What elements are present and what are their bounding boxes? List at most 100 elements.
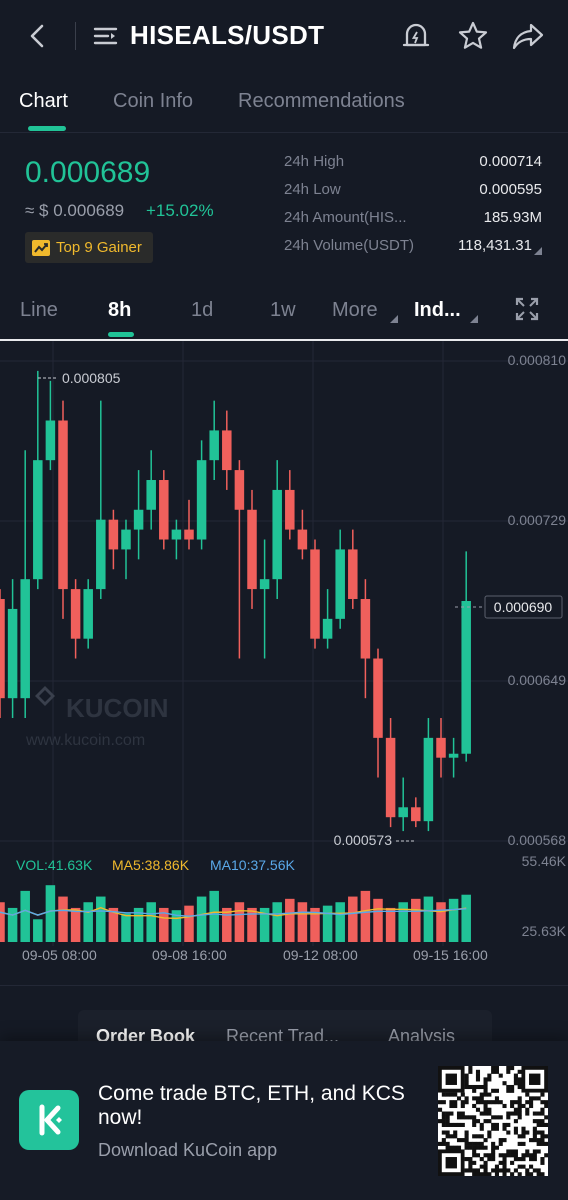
y-axis-labels: 0.000810 0.000729 0.000649 0.000568 55.4… xyxy=(508,352,567,939)
ma5-legend: MA5:38.86K xyxy=(112,857,190,873)
qr-module xyxy=(479,1126,484,1131)
qr-module xyxy=(449,1122,454,1127)
tab-coin-info[interactable]: Coin Info xyxy=(113,90,194,112)
qr-module xyxy=(510,1103,515,1109)
qr-module xyxy=(468,1115,473,1120)
back-arrow-icon[interactable] xyxy=(20,18,56,54)
candle-body xyxy=(448,753,459,758)
qr-module xyxy=(472,1160,477,1165)
qr-module xyxy=(510,1172,515,1177)
qr-module xyxy=(513,1130,518,1135)
indicators-dropdown-icon[interactable] xyxy=(470,310,478,328)
qr-module xyxy=(468,1141,473,1146)
qr-module xyxy=(544,1115,549,1120)
qr-module xyxy=(464,1138,469,1143)
banner-title: Come trade BTC, ETH, and KCS now! xyxy=(98,1082,405,1129)
candlestick-chart[interactable]: KUCOIN www.kucoin.com 0.000810 0.000729 … xyxy=(0,341,568,946)
qr-module xyxy=(517,1172,522,1177)
qr-module xyxy=(494,1088,499,1093)
qr-module xyxy=(536,1149,541,1154)
qr-module xyxy=(491,1122,496,1127)
qr-module xyxy=(540,1119,545,1124)
qr-module xyxy=(472,1084,477,1090)
qr-module xyxy=(479,1122,484,1127)
qr-module xyxy=(513,1153,518,1158)
x-axis-label: 09-05 08:00 xyxy=(22,947,97,963)
qr-module xyxy=(532,1149,537,1154)
menu-list-icon[interactable] xyxy=(88,18,124,54)
x-axis-label: 09-12 08:00 xyxy=(283,947,358,963)
indicators-tab[interactable]: Ind... xyxy=(414,299,461,321)
qr-module xyxy=(445,1141,450,1146)
qr-module xyxy=(475,1084,481,1090)
volume-legend: VOL:41.63K xyxy=(16,857,93,873)
stat-value-low: 0.000595 xyxy=(479,181,542,198)
qr-module xyxy=(494,1096,499,1101)
fullscreen-icon[interactable] xyxy=(515,297,539,326)
qr-module xyxy=(536,1119,541,1124)
more-dropdown-icon[interactable] xyxy=(390,310,398,328)
qr-module xyxy=(517,1115,522,1120)
qr-module xyxy=(510,1084,515,1090)
qr-module xyxy=(491,1141,496,1146)
stat-value-high: 0.000714 xyxy=(479,153,542,170)
qr-module xyxy=(456,1122,462,1127)
qr-module xyxy=(491,1115,496,1120)
candle-body xyxy=(411,807,421,822)
qr-module xyxy=(532,1168,537,1173)
qr-module xyxy=(460,1092,465,1097)
volume-bar xyxy=(83,902,93,942)
qr-module xyxy=(513,1157,518,1162)
qr-module xyxy=(449,1100,454,1105)
qr-module xyxy=(510,1100,515,1105)
interval-1d[interactable]: 1d xyxy=(191,299,214,321)
candle-body xyxy=(310,549,320,639)
qr-module xyxy=(525,1130,530,1135)
page-title[interactable]: HISEALS/USDT xyxy=(130,20,325,50)
qr-module xyxy=(472,1103,477,1109)
qr-module xyxy=(445,1111,450,1116)
tab-recommendations[interactable]: Recommendations xyxy=(238,90,405,112)
volume-axis-max: 55.46K xyxy=(522,853,567,869)
volume-bar xyxy=(7,907,18,942)
share-icon[interactable] xyxy=(510,18,546,54)
qr-module xyxy=(472,1141,477,1146)
qr-module xyxy=(491,1149,496,1154)
tab-chart[interactable]: Chart xyxy=(19,90,68,112)
candle-body xyxy=(184,529,194,540)
qr-module xyxy=(513,1100,518,1105)
active-interval-indicator xyxy=(108,332,134,337)
dropdown-triangle-icon[interactable] xyxy=(534,242,542,260)
qr-module xyxy=(475,1119,481,1124)
qr-module xyxy=(506,1153,511,1158)
volume-bar xyxy=(297,902,308,942)
interval-8h[interactable]: 8h xyxy=(108,299,132,321)
qr-module xyxy=(517,1096,522,1101)
qr-module xyxy=(487,1153,492,1158)
qr-module xyxy=(483,1168,488,1173)
volume-bar xyxy=(108,907,119,942)
stat-label-volume: 24h Volume(USDT) xyxy=(284,237,415,254)
qr-module xyxy=(479,1157,484,1162)
top-gainer-badge[interactable]: Top 9 Gainer xyxy=(25,232,153,263)
qr-module xyxy=(536,1141,541,1146)
price-alert-icon[interactable] xyxy=(398,18,434,54)
interval-line[interactable]: Line xyxy=(20,299,58,321)
qr-module xyxy=(479,1141,484,1146)
high-marker: 0.000805 xyxy=(62,370,121,386)
qr-module xyxy=(445,1122,450,1127)
interval-1w[interactable]: 1w xyxy=(270,299,296,321)
qr-module xyxy=(544,1103,549,1109)
qr-module xyxy=(544,1122,549,1127)
qr-module xyxy=(483,1119,488,1124)
star-icon[interactable] xyxy=(455,18,491,54)
qr-module xyxy=(464,1141,469,1146)
kucoin-app-icon[interactable] xyxy=(19,1090,79,1150)
stat-label-high: 24h High xyxy=(284,153,345,170)
interval-more[interactable]: More xyxy=(332,299,378,321)
qr-module xyxy=(479,1111,484,1116)
candle-body xyxy=(461,601,471,754)
candle-body xyxy=(247,509,257,590)
candle-body xyxy=(335,549,345,619)
watermark-brand: KUCOIN xyxy=(66,693,169,723)
